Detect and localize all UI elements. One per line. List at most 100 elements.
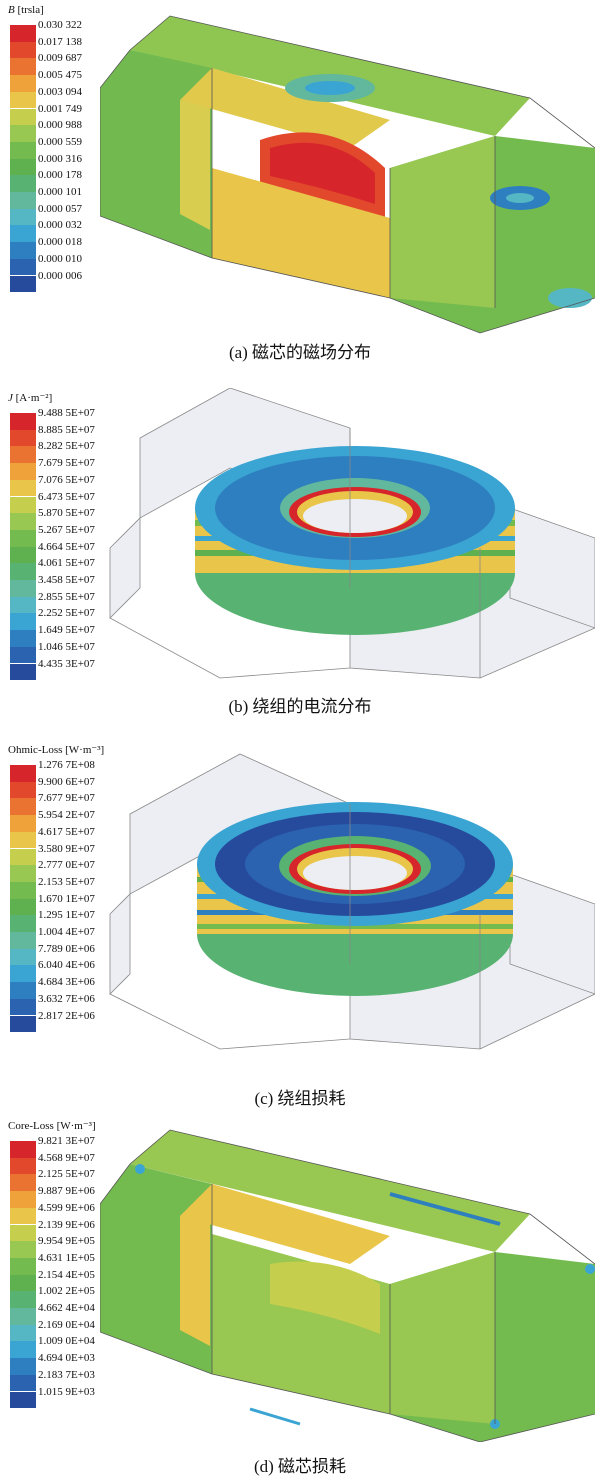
legend-level-label: 4.684 3E+06 (38, 976, 95, 989)
core-loss-render (100, 1129, 595, 1442)
legend-swatch (10, 848, 36, 866)
legend-level-label: 0.000 316 (38, 152, 82, 165)
legend-scale-c: 1.276 7E+08 9.900 6E+07 7.677 9E+07 5.954 2… (8, 759, 138, 1033)
panel-c-winding-loss: Ohmic-Loss [W·m⁻³] 1.276 7E+08 9.900 6E+0… (0, 740, 600, 1108)
legend-swatch (10, 41, 36, 59)
legend-swatch (10, 529, 36, 547)
legend-level-label: 2.125 5E+07 (38, 1168, 95, 1181)
legend-level-label: 9.488 5E+07 (38, 407, 95, 419)
legend-level-label: 3.632 7E+06 (38, 992, 95, 1005)
legend-swatch (10, 75, 36, 92)
legend-level-label: 0.000 057 (38, 202, 82, 215)
legend-scale-a: 0.030 322 0.017 138 0.009 687 0.005 475 0.00… (8, 19, 138, 293)
legend-swatch (10, 1308, 36, 1325)
legend-level-label: 9.821 3E+07 (38, 1135, 95, 1147)
legend-level-label: 5.267 5E+07 (38, 523, 95, 536)
legend-level-label: 9.887 9E+06 (38, 1185, 95, 1198)
legend-swatch (10, 998, 36, 1016)
legend-level-label: 0.017 138 (38, 35, 82, 48)
legend-swatch (10, 242, 36, 259)
legend-swatch (10, 948, 36, 966)
legend-swatch (10, 663, 36, 681)
legend-title-c: Ohmic-Loss [W·m⁻³] (8, 744, 105, 756)
legend-level-label: 0.000 006 (38, 269, 82, 282)
legend-swatch (10, 141, 36, 159)
panel-a-core-flux-density: B [trsla] 0.030 322 0.017 138 0.009 687 0.0… (0, 0, 600, 362)
legend-swatch (10, 630, 36, 647)
legend-level-label: 4.568 9E+07 (38, 1151, 95, 1164)
legend-level-label: 2.139 9E+06 (38, 1218, 95, 1231)
legend-swatch (10, 1141, 36, 1158)
legend-swatch (10, 781, 36, 799)
legend-swatch (10, 1374, 36, 1392)
legend-level-label: 1.004 4E+07 (38, 926, 95, 938)
legend-swatch (10, 965, 36, 983)
legend-swatch (10, 1358, 36, 1375)
legend-level-label: 4.435 3E+07 (38, 657, 95, 670)
legend-swatch (10, 1257, 36, 1275)
legend-swatch (10, 546, 36, 564)
caption-b: (b) 绕组的电流分布 (228, 697, 372, 716)
legend-level-label: 1.046 5E+07 (38, 640, 95, 653)
legend-level-label: 5.870 5E+07 (38, 507, 95, 520)
legend-swatch (10, 798, 36, 816)
legend-swatch (10, 413, 36, 430)
legend-level-label: 7.679 5E+07 (38, 457, 95, 470)
legend-swatch (10, 563, 36, 580)
legend-scale-d: 9.821 3E+07 4.568 9E+07 2.125 5E+07 9.887 9… (8, 1135, 138, 1409)
legend-swatch (10, 429, 36, 447)
legend-title-b: J [A·m⁻²] (8, 392, 53, 404)
legend-level-label: 8.282 5E+07 (38, 440, 95, 453)
panel-d-core-loss: Core-Loss [W·m⁻³] 9.821 3E+07 4.568 9E+07… (0, 1116, 600, 1479)
legend-swatch (10, 613, 36, 631)
core-flux-render (100, 15, 595, 334)
legend-level-label: 1.295 1E+07 (38, 909, 95, 922)
legend-swatch (10, 865, 36, 882)
legend-level-label: 0.005 475 (38, 69, 82, 82)
legend-swatch (10, 125, 36, 142)
legend-title-a: B [trsla] (8, 4, 44, 16)
legend-level-label: 0.001 749 (38, 102, 82, 115)
legend-level-label: 0.000 101 (38, 186, 82, 198)
legend-level-label: 0.000 988 (38, 119, 82, 132)
legend-level-label: 7.076 5E+07 (38, 473, 95, 486)
legend-swatch (10, 192, 36, 209)
legend-level-label: 9.900 6E+07 (38, 775, 95, 788)
legend-level-label: 0.000 559 (38, 135, 82, 148)
legend-swatch (10, 932, 36, 949)
legend-swatch (10, 1324, 36, 1342)
legend-swatch (10, 463, 36, 480)
legend-level-label: 4.631 1E+05 (38, 1251, 95, 1264)
legend-swatch (10, 208, 36, 226)
legend-level-label: 0.000 032 (38, 219, 82, 232)
legend-level-label: 2.817 2E+06 (38, 1009, 95, 1022)
legend-level-label: 9.954 9E+05 (38, 1235, 95, 1248)
legend-swatch (10, 1191, 36, 1208)
legend-swatch (10, 1224, 36, 1242)
legend-swatch (10, 596, 36, 614)
legend-swatch (10, 1274, 36, 1292)
legend-level-label: 0.000 178 (38, 169, 82, 182)
legend-swatch (10, 1174, 36, 1192)
legend-swatch (10, 25, 36, 42)
legend-level-label: 8.885 5E+07 (38, 423, 95, 436)
legend-swatch (10, 580, 36, 597)
legend-swatch (10, 982, 36, 999)
legend-swatch (10, 108, 36, 126)
legend-level-label: 1.670 1E+07 (38, 892, 95, 905)
legend-swatch (10, 158, 36, 176)
legend-level-label: 0.003 094 (38, 85, 82, 98)
legend-level-label: 2.154 4E+05 (38, 1268, 95, 1281)
legend-swatch (10, 258, 36, 276)
legend-level-label: 2.252 5E+07 (38, 607, 95, 620)
legend-swatch (10, 1157, 36, 1175)
legend-swatch (10, 1207, 36, 1225)
legend-swatch (10, 58, 36, 76)
legend-swatch (10, 765, 36, 782)
caption-c: (c) 绕组损耗 (254, 1089, 346, 1108)
legend-level-label: 6.473 5E+07 (38, 490, 95, 503)
legend-swatch (10, 225, 36, 243)
legend-d: Core-Loss [W·m⁻³] 9.821 3E+07 4.568 9E+07… (8, 1120, 138, 1409)
legend-a: B [trsla] 0.030 322 0.017 138 0.009 687 0.0… (8, 4, 138, 293)
legend-swatch (10, 275, 36, 293)
